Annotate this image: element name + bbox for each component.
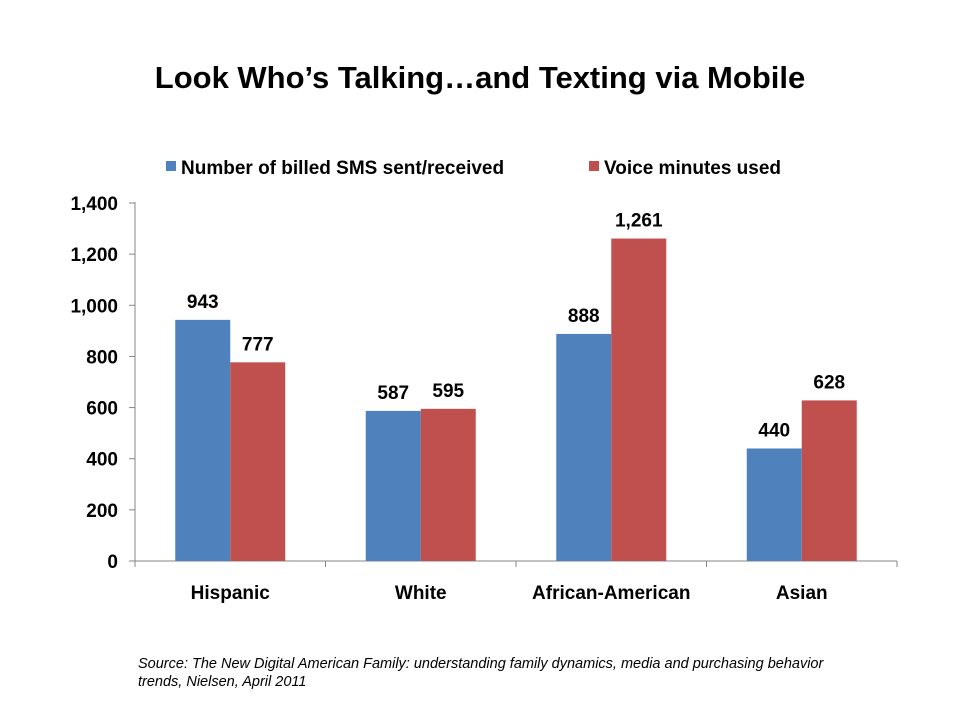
bar-sms: [365, 410, 421, 561]
data-label: 440: [758, 420, 790, 441]
data-label: 628: [813, 372, 845, 393]
x-tick-label: Hispanic: [191, 583, 271, 604]
y-tick-label: 0: [107, 552, 118, 573]
y-tick-label: 600: [86, 399, 118, 420]
bar-voice: [420, 408, 476, 561]
bar-sms: [556, 333, 612, 561]
data-label: 587: [377, 383, 409, 404]
y-tick-label: 1,200: [70, 245, 118, 266]
y-tick-label: 1,000: [70, 296, 118, 317]
bar-voice: [801, 400, 857, 561]
chart-title: Look Who’s Talking…and Texting via Mobil…: [154, 60, 806, 95]
data-label: 595: [432, 381, 464, 402]
x-tick-label: Asian: [776, 583, 828, 604]
bar-sms: [746, 448, 802, 561]
y-tick-label: 200: [86, 501, 118, 522]
data-label: 1,261: [615, 211, 663, 232]
bar-voice: [611, 238, 667, 561]
y-tick-label: 800: [86, 347, 118, 368]
legend-swatch: [589, 161, 599, 171]
bar-voice: [230, 362, 286, 561]
data-label: 943: [187, 292, 219, 313]
bar-sms: [175, 319, 231, 561]
source-note: Source: The New Digital American Family:…: [138, 656, 824, 690]
legend-swatch: [166, 161, 176, 171]
x-tick-label: White: [395, 583, 447, 604]
data-label: 888: [568, 306, 600, 327]
x-tick-label: African-American: [532, 583, 690, 604]
y-tick-label: 400: [86, 450, 118, 471]
data-label: 777: [242, 334, 274, 355]
y-tick-label: 1,400: [70, 194, 118, 215]
legend-label: Voice minutes used: [604, 158, 781, 179]
legend-label: Number of billed SMS sent/received: [181, 158, 504, 179]
